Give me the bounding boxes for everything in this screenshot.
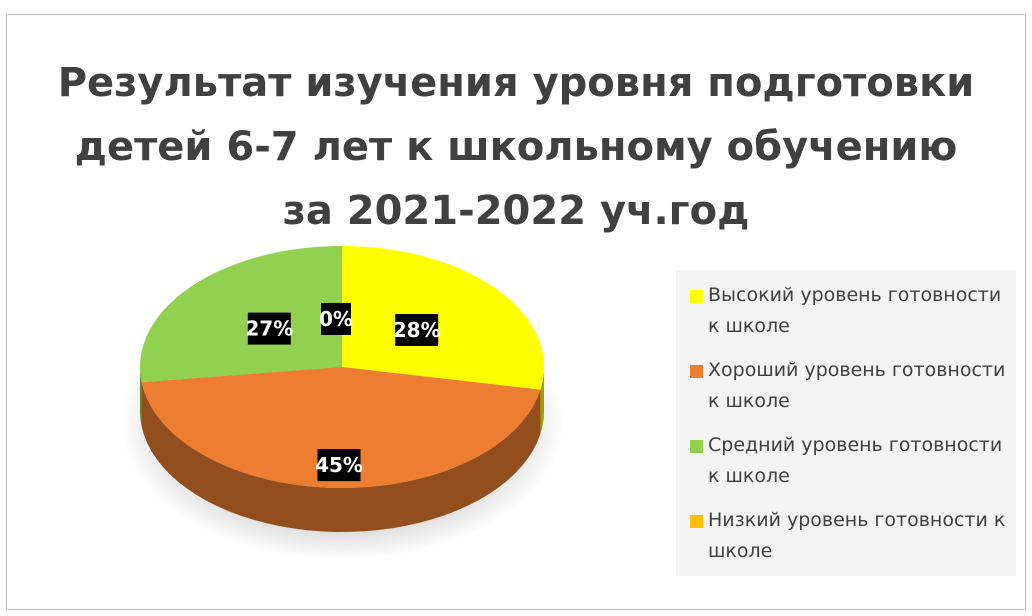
data-label-good: 45% [315, 453, 363, 477]
legend-item-low: Низкий уровень готовности к школе [690, 505, 1010, 567]
data-label-low: 0% [319, 307, 353, 331]
pie-side-high [540, 367, 544, 434]
chart-title: Результат изучения уровня подготовки дет… [7, 51, 1025, 243]
data-label-box-high [395, 314, 439, 346]
legend-swatch-low [690, 515, 703, 528]
legend-swatch-good [690, 365, 703, 378]
legend-label-low: Низкий уровень готовности к школе [708, 509, 1006, 562]
data-label-medium: 27% [245, 317, 293, 341]
data-label-box-low [321, 303, 351, 335]
data-label-box-good [317, 449, 361, 482]
pie-slice-high [342, 246, 544, 390]
chart-title-line-1: Результат изучения уровня подготовки [57, 60, 975, 106]
pie-side-medium [140, 367, 142, 427]
pie-side-good [141, 382, 541, 532]
data-label-box-medium [247, 312, 291, 345]
legend-swatch-high [690, 290, 703, 303]
chart-title-line-2: детей 6-7 лет к школьному обучению [74, 124, 958, 170]
pie-side-walls [140, 367, 544, 532]
legend-swatch-medium [690, 440, 703, 453]
legend-item-high: Высокий уровень готовности к школе [690, 280, 1010, 342]
chart-title-line-3: за 2021-2022 уч.год [282, 188, 750, 234]
data-labels: 28% 45% 27% 0% [245, 303, 441, 482]
legend-label-high: Высокий уровень готовности к школе [708, 284, 1002, 337]
chart-legend: Высокий уровень готовности к школе Хорош… [676, 270, 1016, 576]
pie-top [140, 246, 544, 488]
legend-item-medium: Средний уровень готовности к школе [690, 430, 1010, 492]
legend-label-good: Хороший уровень готовности к школе [708, 359, 1006, 412]
pie-slice-medium [140, 246, 342, 383]
legend-label-medium: Средний уровень готовности к школе [708, 434, 1003, 487]
pie-slice-good [141, 367, 541, 488]
legend-item-good: Хороший уровень готовности к школе [690, 355, 1010, 417]
data-label-high: 28% [393, 318, 441, 342]
